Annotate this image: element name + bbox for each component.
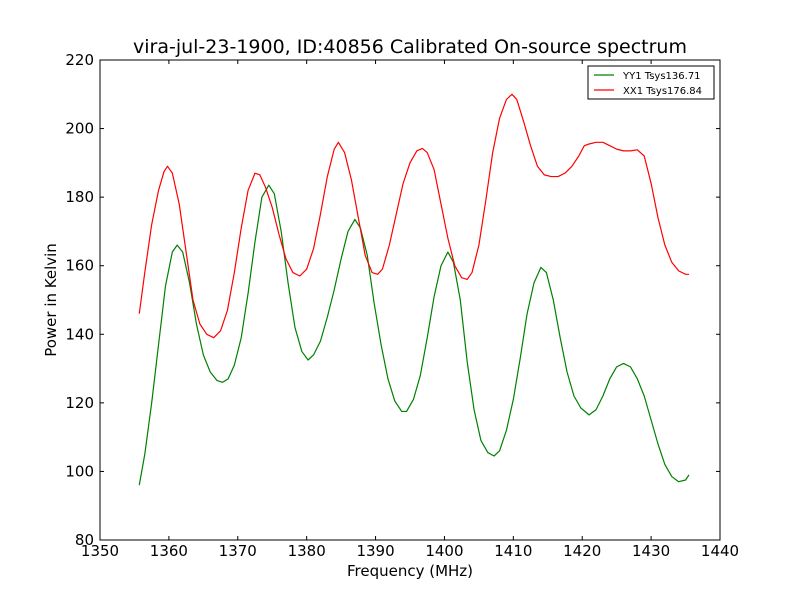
- x-tick-label: 1400: [425, 542, 463, 560]
- x-tick-label: 1410: [494, 542, 532, 560]
- y-axis-label: Power in Kelvin: [42, 243, 60, 357]
- plot-area: 1350 1360 1370 1380 1390 1400 1410 1420 1430 1440…: [65, 51, 739, 560]
- y-tick-label: 120: [65, 394, 94, 412]
- x-axis-label: Frequency (MHz): [347, 562, 473, 580]
- y-tick-label: 200: [65, 120, 94, 138]
- y-tick-label: 180: [65, 188, 94, 206]
- y-tick-label: 160: [65, 257, 94, 275]
- series-line-2: [138, 93, 689, 339]
- x-tick-label: 1440: [701, 542, 739, 560]
- x-tick-label: 1430: [632, 542, 670, 560]
- x-tick-label: 1390: [356, 542, 394, 560]
- plot-frame: [99, 59, 721, 541]
- y-tick-label: 140: [65, 325, 94, 343]
- y-tick-label: 100: [65, 462, 94, 480]
- legend-label-1: YY1 Tsys136.71: [622, 71, 701, 82]
- x-tick-label: 1350: [81, 542, 119, 560]
- series-line-1: [138, 184, 690, 486]
- x-tick-label: 1380: [288, 542, 326, 560]
- x-tick-label: 1370: [219, 542, 257, 560]
- x-tick-label: 1360: [150, 542, 188, 560]
- legend-label-2: XX1 Tsys176.84: [623, 86, 702, 97]
- legend-box: [587, 65, 715, 100]
- y-tick-label: 220: [65, 51, 94, 69]
- y-tick-label: 80: [75, 531, 94, 549]
- x-tick-label: 1420: [563, 542, 601, 560]
- chart-title: vira-jul-23-1900, ID:40856 Calibrated On…: [133, 36, 687, 58]
